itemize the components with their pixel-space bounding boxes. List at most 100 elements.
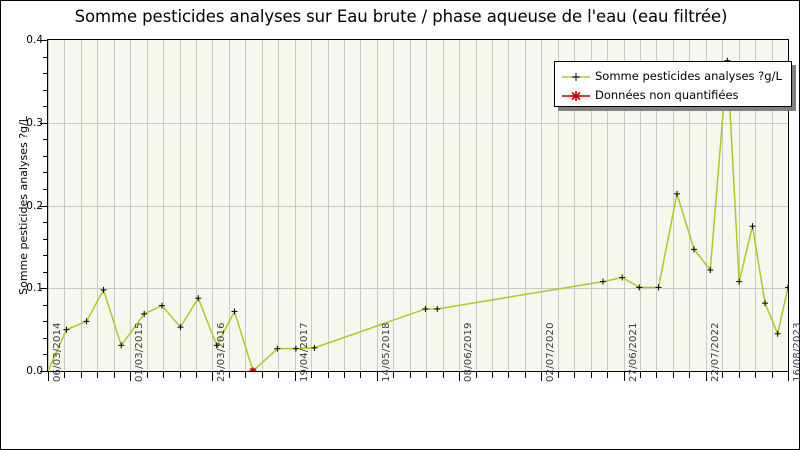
x-axis-tick-label: 25/03/2016 bbox=[216, 322, 228, 382]
x-axis-tick-label: 27/06/2021 bbox=[627, 322, 639, 382]
x-axis-tick-label: 06/03/2014 bbox=[52, 322, 63, 382]
vertical-gridline bbox=[278, 40, 279, 371]
vertical-gridline bbox=[656, 40, 657, 371]
y-axis-minor-tick bbox=[43, 56, 48, 58]
y-axis-tick-label: 0.3 bbox=[26, 116, 43, 129]
vertical-gridline bbox=[196, 40, 197, 371]
x-axis-minor-tick bbox=[689, 372, 690, 378]
x-axis-minor-tick bbox=[722, 372, 723, 378]
x-axis-minor-tick bbox=[640, 372, 641, 378]
vertical-gridline bbox=[640, 40, 641, 371]
data-point-marker[interactable] bbox=[177, 324, 184, 331]
y-axis-minor-tick bbox=[43, 371, 48, 372]
data-point-marker[interactable] bbox=[292, 345, 299, 352]
y-axis-tick-label: 0.4 bbox=[26, 34, 43, 46]
vertical-gridline bbox=[262, 40, 263, 371]
x-axis-minor-tick bbox=[97, 372, 98, 378]
data-point-marker[interactable] bbox=[707, 267, 714, 274]
data-point-marker[interactable] bbox=[100, 286, 107, 293]
vertical-gridline bbox=[772, 40, 773, 371]
vertical-gridline bbox=[377, 40, 378, 371]
y-axis-minor-tick bbox=[43, 337, 48, 339]
vertical-gridline bbox=[245, 40, 246, 371]
data-point-marker[interactable] bbox=[274, 345, 281, 352]
data-point-marker[interactable] bbox=[195, 295, 202, 302]
data-point-marker[interactable] bbox=[63, 326, 70, 333]
vertical-gridline bbox=[180, 40, 181, 371]
vertical-gridline bbox=[492, 40, 493, 371]
data-point-marker[interactable] bbox=[785, 284, 788, 291]
data-point-marker[interactable] bbox=[83, 318, 90, 325]
x-axis-minor-tick bbox=[147, 372, 148, 378]
x-axis-tick-label: 01/03/2015 bbox=[134, 322, 146, 382]
vertical-gridline bbox=[328, 40, 329, 371]
x-axis-minor-tick bbox=[163, 372, 164, 378]
vertical-gridline bbox=[97, 40, 98, 371]
y-axis-tick-label: 0.0 bbox=[26, 365, 43, 377]
legend-item[interactable]: Somme pesticides analyses ?g/L bbox=[561, 66, 785, 85]
data-point-marker[interactable] bbox=[774, 330, 781, 337]
data-point-marker[interactable] bbox=[600, 278, 606, 285]
vertical-gridline bbox=[426, 40, 427, 371]
vertical-gridline bbox=[229, 40, 230, 371]
data-point-marker[interactable] bbox=[655, 284, 662, 291]
vertical-gridline bbox=[591, 40, 592, 371]
x-axis-minor-tick bbox=[656, 372, 657, 378]
y-axis-minor-tick bbox=[43, 155, 48, 157]
x-axis-major-tick bbox=[623, 372, 625, 381]
data-point-marker[interactable] bbox=[636, 284, 643, 291]
data-point-marker[interactable] bbox=[141, 310, 148, 317]
y-axis-minor-tick bbox=[43, 304, 48, 306]
x-axis-major-tick bbox=[705, 372, 707, 381]
vertical-gridline bbox=[558, 40, 559, 371]
x-axis-minor-tick bbox=[476, 372, 477, 378]
data-point-marker[interactable] bbox=[213, 342, 220, 349]
data-point-marker[interactable] bbox=[118, 342, 125, 349]
y-axis-minor-tick bbox=[43, 40, 48, 41]
vertical-gridline bbox=[755, 40, 756, 371]
x-axis-minor-tick bbox=[393, 372, 394, 378]
data-point-marker[interactable] bbox=[762, 300, 769, 307]
data-point-marker[interactable] bbox=[691, 246, 698, 253]
vertical-gridline bbox=[212, 40, 213, 371]
non-quantified-marker[interactable] bbox=[249, 367, 257, 372]
data-point-marker[interactable] bbox=[619, 274, 626, 281]
vertical-gridline bbox=[360, 40, 361, 371]
legend-item[interactable]: Données non quantifiées bbox=[561, 85, 785, 104]
x-axis-major-tick bbox=[459, 372, 461, 381]
x-axis-minor-tick bbox=[64, 372, 65, 378]
y-axis-minor-tick bbox=[43, 321, 48, 323]
x-axis-minor-tick bbox=[81, 372, 82, 378]
data-point-marker[interactable] bbox=[749, 223, 756, 230]
x-axis-minor-tick bbox=[360, 372, 361, 378]
vertical-gridline bbox=[722, 40, 723, 371]
vertical-gridline bbox=[344, 40, 345, 371]
x-axis-minor-tick bbox=[673, 372, 674, 378]
y-axis-minor-tick bbox=[43, 238, 48, 240]
x-axis-minor-tick bbox=[262, 372, 263, 378]
y-axis-tick-labels: 0.0 0.1 0.2 0.3 0.4 bbox=[1, 1, 43, 450]
vertical-gridline bbox=[393, 40, 394, 371]
y-axis-minor-tick bbox=[43, 188, 48, 190]
legend-item-label: Somme pesticides analyses ?g/L bbox=[595, 68, 782, 83]
horizontal-gridline bbox=[48, 123, 788, 124]
vertical-gridline bbox=[689, 40, 690, 371]
data-point-marker[interactable] bbox=[674, 190, 680, 197]
y-axis-minor-tick bbox=[43, 255, 48, 257]
data-point-marker[interactable] bbox=[158, 302, 165, 309]
data-point-marker[interactable] bbox=[736, 278, 743, 285]
x-axis-minor-tick bbox=[739, 372, 740, 378]
x-axis-minor-tick bbox=[591, 372, 592, 378]
horizontal-gridline bbox=[48, 288, 788, 289]
x-axis-minor-tick bbox=[492, 372, 493, 378]
data-point-marker[interactable] bbox=[311, 344, 318, 351]
vertical-gridline bbox=[81, 40, 82, 371]
x-axis-major-tick bbox=[212, 372, 214, 381]
data-point-marker[interactable] bbox=[434, 305, 441, 312]
x-axis-minor-tick bbox=[525, 372, 526, 378]
x-axis-major-tick bbox=[294, 372, 296, 381]
data-point-marker[interactable] bbox=[422, 305, 429, 312]
data-point-marker[interactable] bbox=[231, 308, 238, 315]
vertical-gridline bbox=[476, 40, 477, 371]
